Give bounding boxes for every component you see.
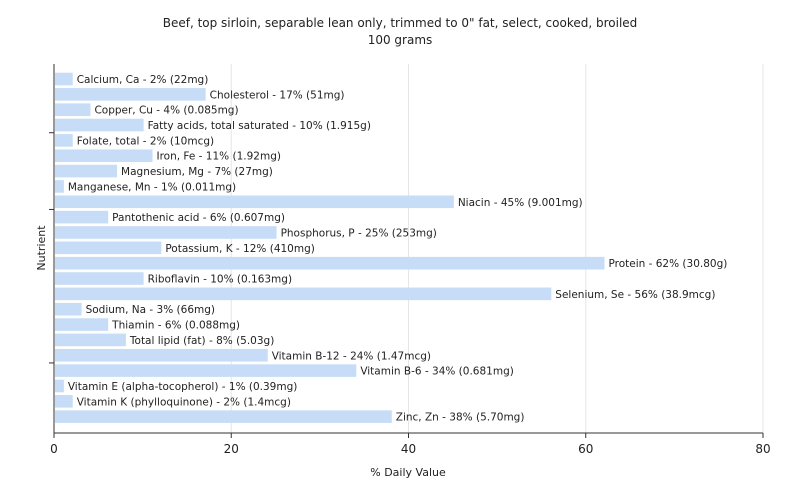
bar-data-label: Vitamin B-6 - 34% (0.681mg) — [360, 366, 514, 378]
bar-data-label: Niacin - 45% (9.001mg) — [458, 197, 583, 209]
bar-data-label: Vitamin E (alpha-tocopherol) - 1% (0.39m… — [68, 381, 297, 393]
bar-data-label: Vitamin K (phylloquinone) - 2% (1.4mcg) — [77, 396, 291, 408]
bar — [55, 256, 605, 270]
bar-data-label: Zinc, Zn - 38% (5.70mg) — [396, 412, 525, 424]
x-axis-label: % Daily Value — [370, 466, 446, 479]
bar-data-label: Cholesterol - 17% (51mg) — [210, 89, 345, 101]
bar — [55, 302, 82, 316]
bar-data-label: Magnesium, Mg - 7% (27mg) — [121, 166, 273, 178]
bar-data-label: Fatty acids, total saturated - 10% (1.91… — [148, 120, 371, 132]
bar-data-label: Phosphorus, P - 25% (253mg) — [281, 227, 437, 239]
bar — [55, 134, 73, 147]
bar-data-label: Sodium, Na - 3% (66mg) — [86, 304, 215, 316]
bar-data-label: Selenium, Se - 56% (38.9mcg) — [555, 289, 715, 301]
x-tick-label: 40 — [401, 442, 416, 456]
bar — [55, 287, 552, 301]
chart-subtitle: 100 grams — [368, 33, 433, 47]
bar-data-label: Folate, total - 2% (10mcg) — [77, 135, 214, 147]
bar-data-label: Potassium, K - 12% (410mg) — [165, 243, 315, 255]
bar — [55, 318, 109, 331]
bar — [55, 333, 126, 347]
bar — [55, 118, 144, 132]
bar-data-label: Pantothenic acid - 6% (0.607mg) — [112, 212, 285, 224]
x-tick-label: 80 — [755, 442, 770, 456]
bar — [55, 395, 73, 408]
x-tick-label: 60 — [578, 442, 593, 456]
bars: Calcium, Ca - 2% (22mg)Cholesterol - 17%… — [55, 72, 727, 424]
bar — [55, 180, 64, 193]
bar-data-label: Copper, Cu - 4% (0.085mg) — [94, 105, 238, 117]
x-tick-label: 20 — [224, 442, 239, 456]
bar — [55, 88, 206, 101]
bar-data-label: Thiamin - 6% (0.088mg) — [111, 320, 240, 332]
bar-data-label: Iron, Fe - 11% (1.92mg) — [156, 151, 280, 163]
bar — [55, 410, 392, 423]
bar — [55, 164, 118, 178]
bar — [55, 149, 153, 163]
bar-data-label: Riboflavin - 10% (0.163mg) — [148, 274, 292, 286]
chart-title: Beef, top sirloin, separable lean only, … — [163, 16, 638, 30]
bar — [55, 195, 454, 209]
bar — [55, 379, 64, 393]
x-tick-label: 0 — [50, 442, 58, 456]
axes: 0 20 40 60 80 — [49, 64, 771, 456]
bar — [55, 103, 91, 116]
bar — [55, 210, 109, 224]
bar-data-label: Vitamin B-12 - 24% (1.47mcg) — [272, 350, 431, 362]
bar-data-label: Manganese, Mn - 1% (0.011mg) — [68, 181, 236, 193]
bar — [55, 226, 277, 239]
bar — [55, 241, 162, 255]
bar-data-label: Total lipid (fat) - 8% (5.03g) — [129, 335, 274, 347]
bar — [55, 348, 268, 362]
bar — [55, 272, 144, 285]
bar-data-label: Protein - 62% (30.80g) — [608, 258, 727, 270]
bar — [55, 72, 73, 86]
bar-data-label: Calcium, Ca - 2% (22mg) — [77, 74, 209, 86]
bar — [55, 364, 357, 377]
y-axis-label: Nutrient — [35, 225, 48, 271]
